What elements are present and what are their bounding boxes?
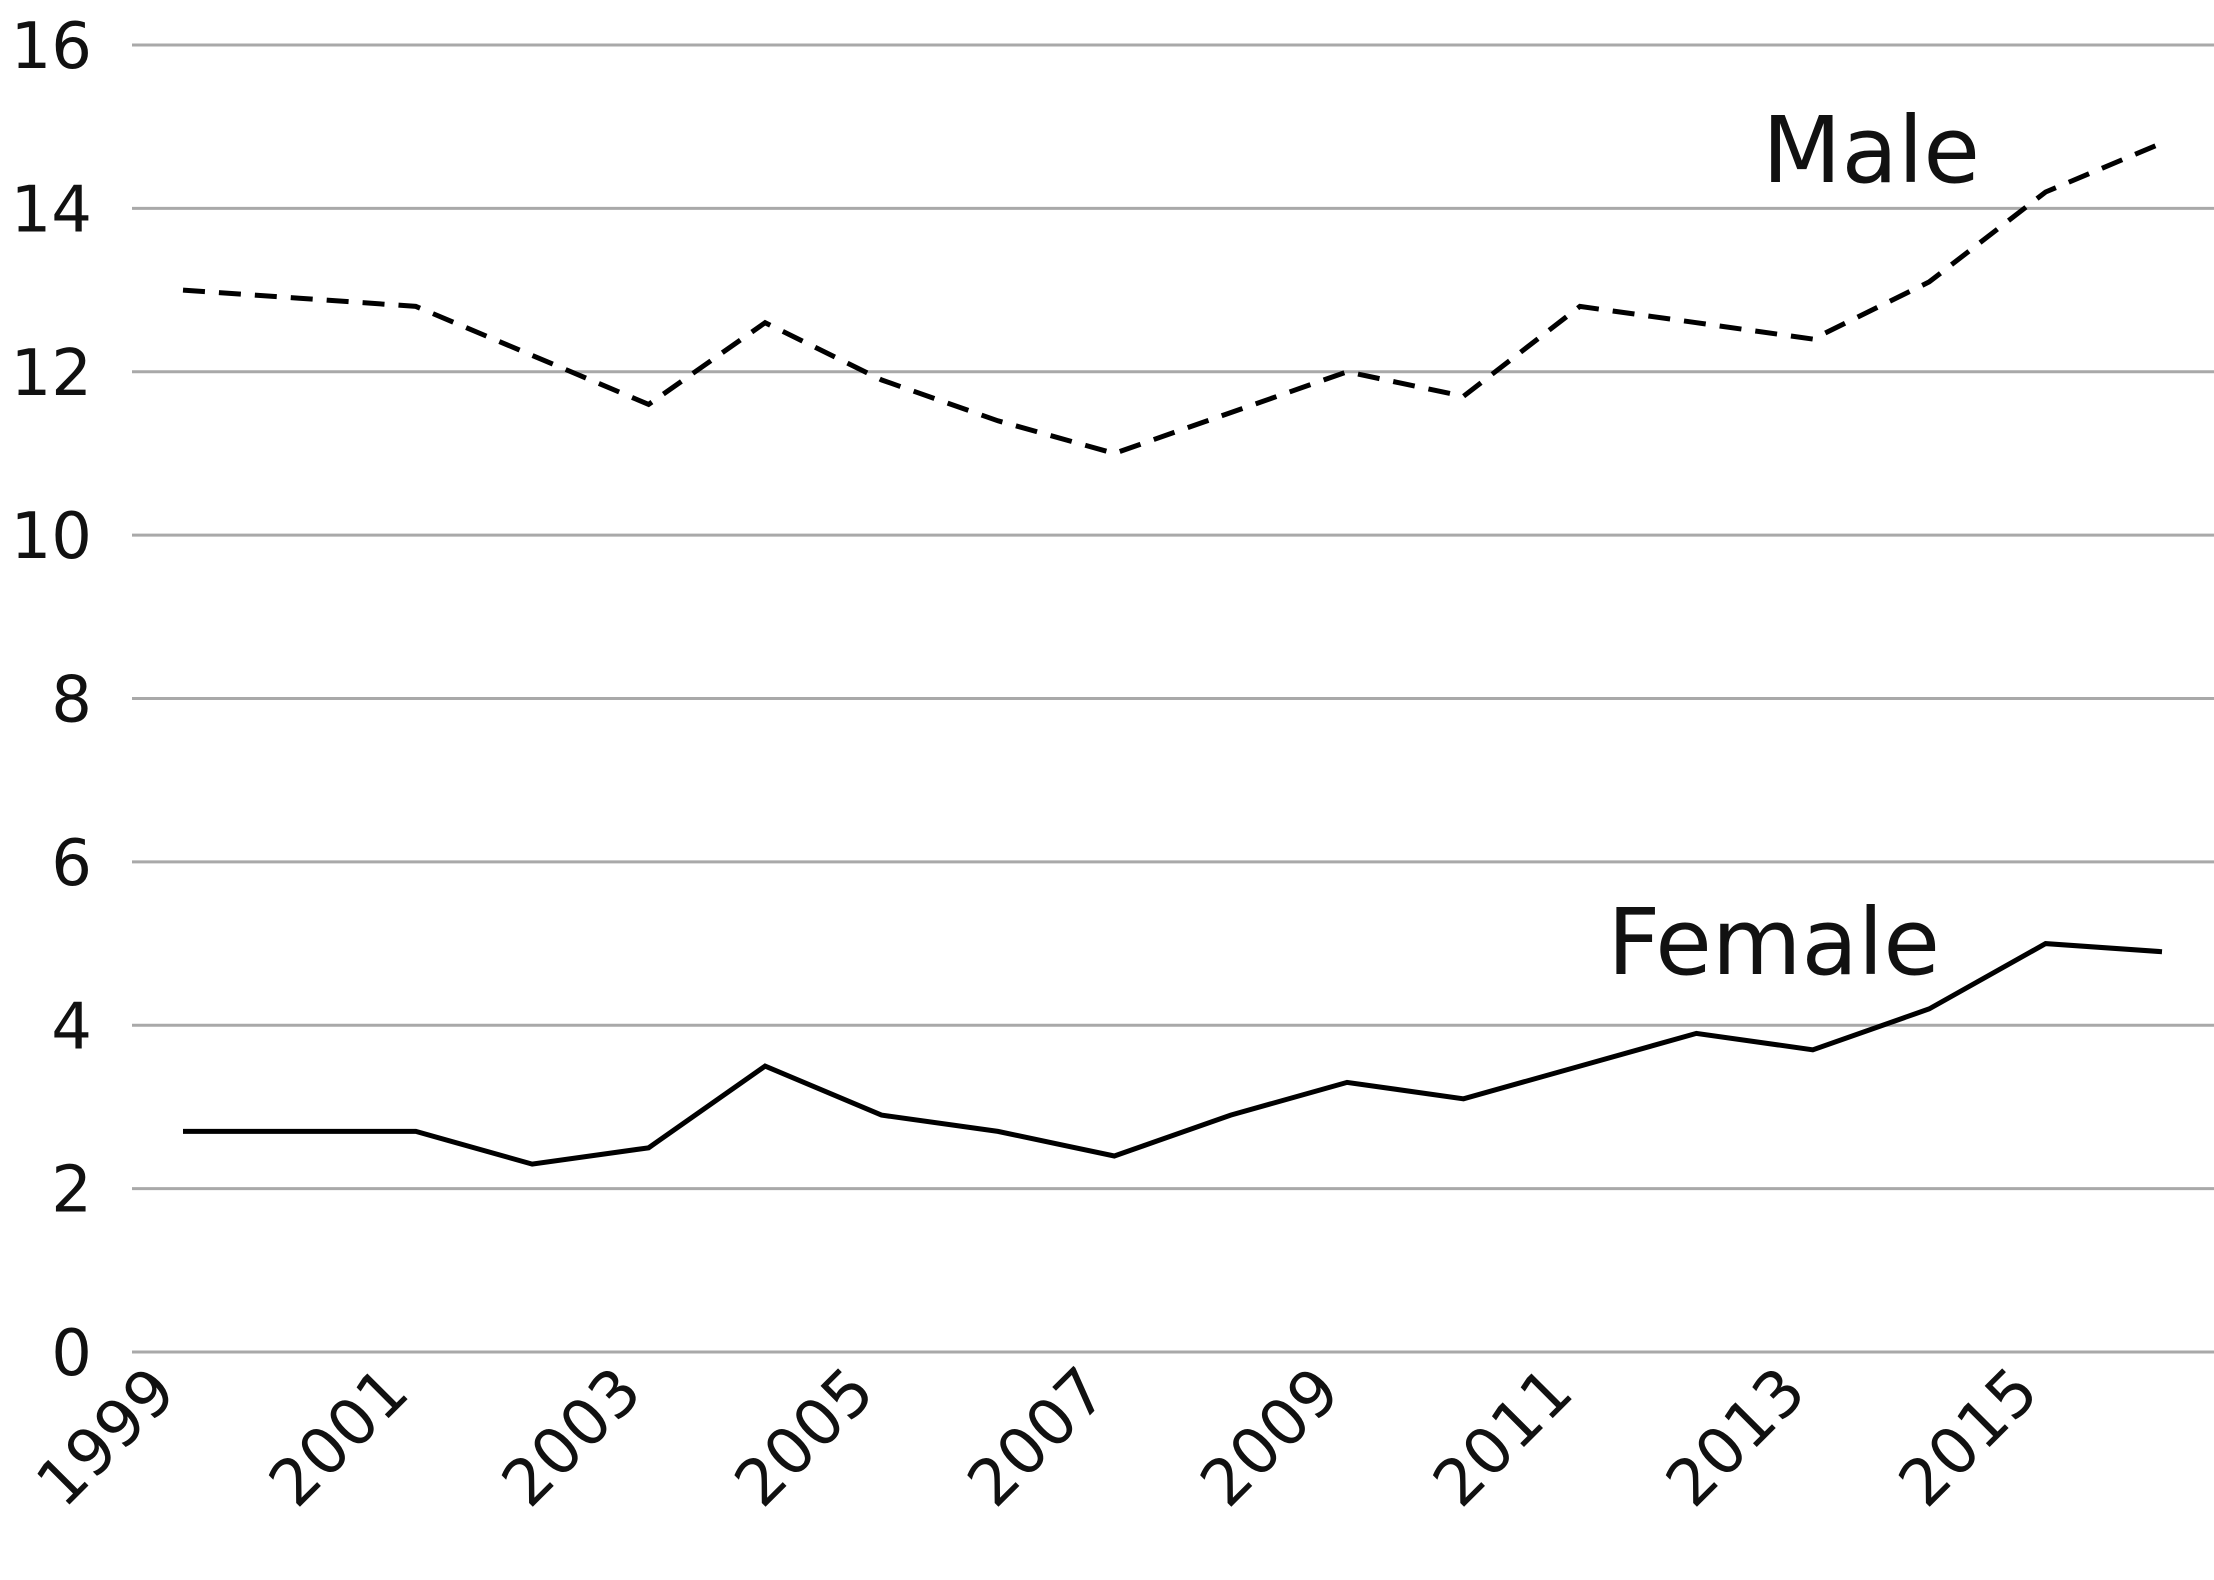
y-tick-label: 0 <box>51 1317 92 1391</box>
x-tick-label: 2015 <box>1885 1354 2052 1521</box>
x-tick-label: 2011 <box>1420 1354 1587 1521</box>
x-tick-label: 2013 <box>1653 1354 1820 1521</box>
y-tick-label: 8 <box>51 664 92 738</box>
x-tick-label: 2005 <box>721 1354 888 1521</box>
y-axis-tick-labels: 0 2 4 6 8 10 12 14 16 <box>11 10 92 1391</box>
y-tick-label: 2 <box>51 1154 92 1228</box>
series-lines <box>182 140 2163 1167</box>
series-line-male <box>182 140 2163 457</box>
y-tick-label: 6 <box>51 827 92 901</box>
series-line-female <box>183 941 2163 1167</box>
series-label-female: Female <box>1607 889 1940 996</box>
gridlines <box>132 43 2214 1354</box>
x-tick-label: 2009 <box>1187 1354 1354 1521</box>
y-tick-label: 12 <box>11 337 92 411</box>
x-tick-label: 2003 <box>488 1354 655 1521</box>
y-tick-label: 14 <box>11 173 92 247</box>
y-tick-label: 4 <box>51 990 92 1064</box>
x-tick-label: 2001 <box>256 1354 423 1521</box>
x-axis-tick-labels: 1999 2001 2003 2005 2007 2009 2011 2013 2015 <box>23 1354 2053 1521</box>
x-tick-label: 1999 <box>23 1354 190 1521</box>
series-label-male: Male <box>1762 97 1980 204</box>
y-tick-label: 10 <box>11 500 92 574</box>
x-tick-label: 2007 <box>954 1354 1121 1521</box>
y-tick-label: 16 <box>11 10 92 84</box>
series-labels: Male Female <box>1607 97 1980 996</box>
